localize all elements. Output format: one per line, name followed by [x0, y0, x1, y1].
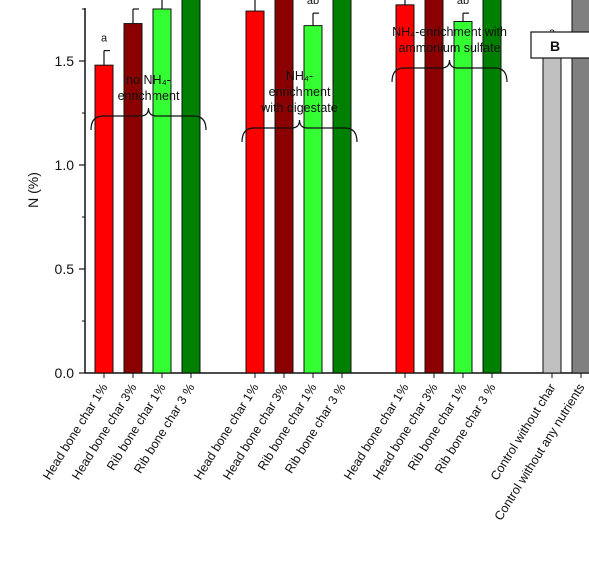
group-label: enrichment [118, 89, 180, 103]
group-label: no NH₄- [126, 73, 171, 87]
group-brace [391, 59, 508, 83]
bar [424, 0, 444, 374]
bar [482, 0, 502, 374]
group-label: NH₄- [286, 69, 313, 83]
y-tick-label: 1.5 [55, 53, 75, 69]
bar [542, 56, 562, 374]
group-brace [90, 107, 207, 131]
y-tick-label: 1.0 [55, 157, 75, 173]
y-tick-label: 0.5 [55, 261, 75, 277]
bar [571, 0, 589, 374]
bar [152, 8, 172, 374]
bar [453, 20, 473, 374]
y-axis-label: N (%) [25, 172, 41, 208]
bar [274, 0, 294, 374]
group-brace [241, 119, 358, 143]
panel-label-box: B [530, 31, 589, 59]
bar [94, 64, 114, 374]
group-label: ammonium sulfate [398, 41, 500, 55]
bar [245, 10, 265, 374]
group-label: with digestate [260, 101, 337, 115]
y-tick-label: 0.0 [55, 365, 75, 381]
significance-letter: a [101, 33, 108, 45]
bar [395, 4, 415, 374]
bar [332, 0, 352, 374]
group-label: enrichment [269, 85, 331, 99]
panel-label: B [550, 38, 560, 54]
bars [94, 0, 589, 374]
bar [181, 0, 201, 374]
group-label: NH₄-enrichment with [392, 25, 507, 39]
significance-letter: ab [457, 0, 469, 7]
significance-letter: ab [307, 0, 319, 7]
significance-letter: ab [127, 0, 139, 3]
